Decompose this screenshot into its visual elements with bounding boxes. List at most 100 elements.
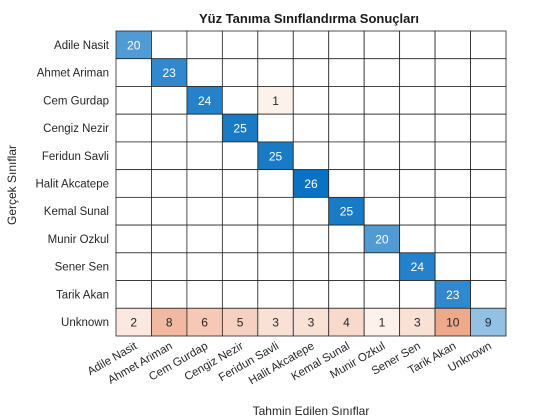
confusion-cell	[187, 142, 222, 170]
confusion-cell	[187, 253, 222, 281]
confusion-cell	[471, 114, 506, 142]
y-axis-label: Gerçek Sınıflar	[5, 145, 19, 225]
cell-value: 25	[340, 205, 354, 219]
confusion-cell	[187, 114, 222, 142]
confusion-cell	[222, 142, 257, 170]
confusion-cell	[400, 197, 435, 225]
cell-value: 3	[272, 316, 279, 330]
confusion-cell	[258, 31, 293, 59]
confusion-cell	[329, 253, 364, 281]
cell-value: 20	[127, 38, 141, 52]
confusion-cell	[435, 114, 470, 142]
confusion-cell	[364, 197, 399, 225]
confusion-cell	[151, 114, 186, 142]
cell-value: 3	[308, 316, 315, 330]
confusion-cell	[222, 225, 257, 253]
confusion-cell	[400, 170, 435, 198]
confusion-cell	[435, 253, 470, 281]
confusion-cell	[187, 281, 222, 309]
confusion-cell	[435, 197, 470, 225]
confusion-cell	[116, 86, 151, 114]
cell-value: 25	[269, 149, 283, 163]
row-tick-label: Munir Ozkul	[48, 234, 109, 246]
confusion-cell	[364, 114, 399, 142]
confusion-cell	[151, 281, 186, 309]
confusion-cell	[471, 86, 506, 114]
confusion-cell	[329, 59, 364, 87]
confusion-cell	[329, 86, 364, 114]
confusion-cell	[116, 59, 151, 87]
confusion-cell	[471, 281, 506, 309]
cell-value: 1	[379, 316, 386, 330]
confusion-cell	[293, 281, 328, 309]
confusion-cell	[329, 142, 364, 170]
confusion-cell	[258, 281, 293, 309]
cell-value: 20	[375, 232, 389, 246]
confusion-cell	[222, 197, 257, 225]
row-tick-label: Adile Nasit	[54, 40, 110, 52]
cell-value: 3	[414, 316, 421, 330]
cell-value: 6	[201, 316, 208, 330]
confusion-cell	[293, 86, 328, 114]
confusion-cell	[116, 253, 151, 281]
x-axis-label: Tahmin Edilen Sınıflar	[253, 404, 370, 418]
confusion-cell	[293, 59, 328, 87]
confusion-cell	[151, 142, 186, 170]
confusion-cell	[364, 281, 399, 309]
row-tick-label: Ahmet Ariman	[37, 68, 109, 80]
row-tick-labels: Adile Nasit Ahmet Ariman Cem Gurdap Cengiz …	[35, 40, 109, 329]
confusion-cell	[151, 86, 186, 114]
confusion-cell	[329, 281, 364, 309]
confusion-cell	[471, 170, 506, 198]
confusion-cell	[400, 225, 435, 253]
confusion-cell	[364, 142, 399, 170]
cell-value: 2	[130, 316, 137, 330]
confusion-cell	[258, 114, 293, 142]
confusion-cell	[258, 197, 293, 225]
row-tick-label: Cem Gurdap	[43, 95, 109, 107]
confusion-cell	[471, 31, 506, 59]
cell-value: 5	[237, 316, 244, 330]
confusion-cell	[222, 86, 257, 114]
confusion-cell	[435, 142, 470, 170]
cell-value: 23	[163, 66, 177, 80]
confusion-cell	[258, 59, 293, 87]
confusion-cell	[151, 31, 186, 59]
confusion-cell	[364, 31, 399, 59]
confusion-cell	[222, 170, 257, 198]
confusion-cell	[222, 31, 257, 59]
confusion-cell	[187, 59, 222, 87]
confusion-cell	[400, 86, 435, 114]
confusion-cell	[364, 253, 399, 281]
confusion-cell	[400, 114, 435, 142]
row-tick-label: Tarik Akan	[56, 289, 109, 301]
confusion-cell	[116, 225, 151, 253]
cell-value: 9	[485, 316, 492, 330]
confusion-cell	[258, 253, 293, 281]
row-tick-label: Feridun Savli	[42, 151, 109, 163]
confusion-cell	[151, 197, 186, 225]
confusion-cell	[187, 225, 222, 253]
row-tick-label: Unknown	[61, 317, 109, 329]
confusion-cell	[222, 253, 257, 281]
cell-value: 10	[446, 316, 460, 330]
confusion-cell	[435, 170, 470, 198]
row-tick-label: Cengiz Nezir	[43, 123, 109, 135]
confusion-cell	[151, 170, 186, 198]
confusion-cell	[116, 170, 151, 198]
confusion-cell	[116, 142, 151, 170]
confusion-cell	[435, 59, 470, 87]
confusion-cell	[258, 225, 293, 253]
confusion-cell	[293, 197, 328, 225]
confusion-cell	[400, 142, 435, 170]
confusion-cell	[435, 86, 470, 114]
confusion-cell	[435, 31, 470, 59]
confusion-cell	[293, 142, 328, 170]
confusion-cell	[187, 31, 222, 59]
confusion-cell	[364, 59, 399, 87]
cell-value: 24	[198, 94, 212, 108]
confusion-cell	[258, 170, 293, 198]
confusion-cell	[116, 197, 151, 225]
confusion-cell	[293, 114, 328, 142]
